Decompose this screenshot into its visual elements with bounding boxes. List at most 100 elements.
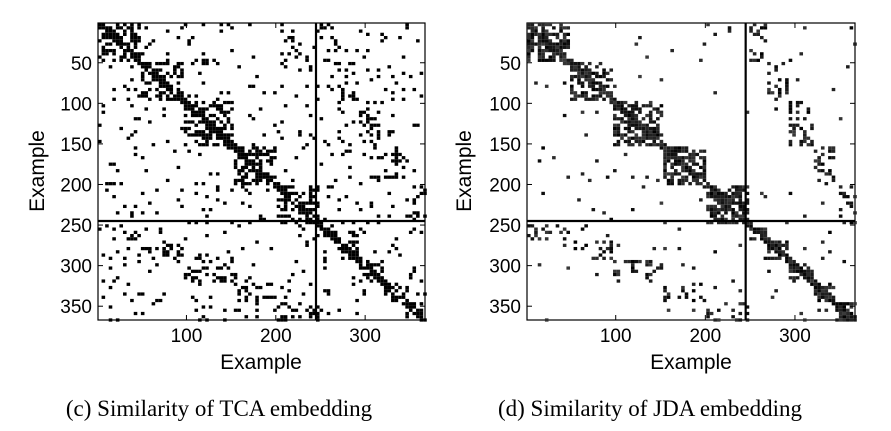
heatmap-cell bbox=[212, 100, 216, 105]
heatmap-cell bbox=[398, 35, 402, 40]
heatmap-cell bbox=[792, 259, 796, 264]
heatmap-cell bbox=[123, 55, 127, 59]
heatmap-cell bbox=[745, 208, 750, 212]
heatmap-cell bbox=[319, 308, 324, 312]
heatmap-cell bbox=[115, 39, 120, 43]
heatmap-cell bbox=[595, 272, 599, 277]
heatmap-cell bbox=[337, 84, 342, 88]
heatmap-cell bbox=[126, 26, 131, 30]
heatmap-cell bbox=[298, 133, 302, 137]
heatmap-cell bbox=[230, 100, 234, 105]
heatmap-cell bbox=[358, 227, 363, 231]
heatmap-cell bbox=[148, 97, 152, 101]
heatmap-cell bbox=[566, 39, 571, 43]
heatmap-cell bbox=[849, 221, 854, 225]
heatmap-cell bbox=[158, 68, 163, 72]
heatmap-cell bbox=[366, 263, 370, 267]
heatmap-cell bbox=[290, 185, 295, 189]
heatmap-cell bbox=[774, 107, 778, 111]
heatmap-cell bbox=[165, 87, 170, 92]
heatmap-cell bbox=[230, 279, 234, 283]
heatmap-cell bbox=[716, 217, 721, 221]
heatmap-cell bbox=[276, 185, 281, 189]
heatmap-cell bbox=[319, 26, 324, 30]
heatmap-cell bbox=[337, 130, 342, 134]
heatmap-cell bbox=[180, 71, 184, 75]
heatmap-cell bbox=[398, 295, 402, 299]
heatmap-cell bbox=[130, 39, 134, 43]
heatmap-cell bbox=[677, 159, 682, 163]
heatmap-cell bbox=[255, 240, 259, 244]
heatmap-cell bbox=[358, 120, 363, 124]
heatmap-cell bbox=[767, 246, 771, 251]
heatmap-cell bbox=[383, 282, 388, 286]
heatmap-cell bbox=[738, 191, 743, 196]
heatmap-cell bbox=[330, 185, 334, 189]
heatmap-cell bbox=[148, 61, 152, 66]
heatmap-cell bbox=[688, 159, 692, 163]
heatmap-cell bbox=[731, 217, 735, 221]
heatmap-cell bbox=[351, 94, 356, 98]
heatmap-cell bbox=[785, 78, 789, 82]
heatmap-cell bbox=[552, 58, 556, 62]
heatmap-cell bbox=[670, 172, 674, 176]
heatmap-cell bbox=[416, 292, 420, 296]
heatmap-cell bbox=[541, 23, 545, 27]
heatmap-cell bbox=[727, 26, 732, 30]
heatmap-cell bbox=[201, 136, 206, 140]
heatmap-cell bbox=[183, 272, 188, 277]
heatmap-cell bbox=[788, 276, 793, 280]
heatmap-cell bbox=[212, 272, 216, 277]
tca-x-ticks: 100 200 300 bbox=[171, 23, 381, 347]
heatmap-cell bbox=[774, 243, 778, 247]
heatmap-cell bbox=[105, 48, 109, 53]
heatmap-cell bbox=[187, 42, 191, 46]
heatmap-cell bbox=[537, 55, 542, 59]
heatmap-cell bbox=[180, 61, 184, 66]
heatmap-cell bbox=[151, 256, 156, 260]
heatmap-cell bbox=[566, 26, 571, 30]
heatmap-cell bbox=[706, 182, 710, 186]
heatmap-cell bbox=[792, 276, 796, 280]
heatmap-cell bbox=[205, 107, 209, 111]
heatmap-cell bbox=[187, 39, 191, 43]
heatmap-cell bbox=[673, 146, 678, 150]
heatmap-cell bbox=[666, 159, 671, 163]
heatmap-cell bbox=[573, 94, 578, 98]
heatmap-cell bbox=[727, 221, 732, 225]
heatmap-cell bbox=[788, 256, 793, 260]
heatmap-cell bbox=[108, 48, 113, 53]
heatmap-cell bbox=[638, 126, 642, 131]
heatmap-cell bbox=[133, 55, 138, 59]
heatmap-cell bbox=[269, 282, 274, 286]
heatmap-cell bbox=[176, 91, 181, 95]
heatmap-cell bbox=[806, 110, 811, 114]
heatmap-cell bbox=[777, 240, 782, 244]
heatmap-cell bbox=[562, 39, 567, 43]
heatmap-cell bbox=[785, 259, 789, 264]
heatmap-cell bbox=[623, 139, 628, 144]
heatmap-cell bbox=[849, 302, 854, 306]
heatmap-cell bbox=[137, 292, 141, 296]
heatmap-cell bbox=[408, 305, 413, 309]
heatmap-cell bbox=[255, 169, 259, 173]
heatmap-cell bbox=[380, 32, 384, 36]
heatmap-cell bbox=[294, 308, 299, 312]
heatmap-cell bbox=[137, 39, 141, 43]
heatmap-cell bbox=[412, 269, 417, 273]
heatmap-cell bbox=[305, 58, 309, 62]
heatmap-cell bbox=[219, 276, 224, 280]
heatmap-cell bbox=[724, 217, 728, 221]
heatmap-cell bbox=[849, 311, 854, 316]
heatmap-cell bbox=[795, 266, 800, 270]
heatmap-cell bbox=[173, 97, 177, 101]
heatmap-cell bbox=[165, 61, 170, 66]
heatmap-cell bbox=[777, 246, 782, 251]
heatmap-cell bbox=[803, 318, 807, 322]
heatmap-cell bbox=[190, 279, 195, 283]
heatmap-cell bbox=[265, 152, 270, 157]
heatmap-cell bbox=[738, 204, 743, 209]
heatmap-cell bbox=[749, 224, 753, 228]
heatmap-cell bbox=[709, 185, 714, 189]
y-tick-label: 150 bbox=[489, 135, 521, 156]
